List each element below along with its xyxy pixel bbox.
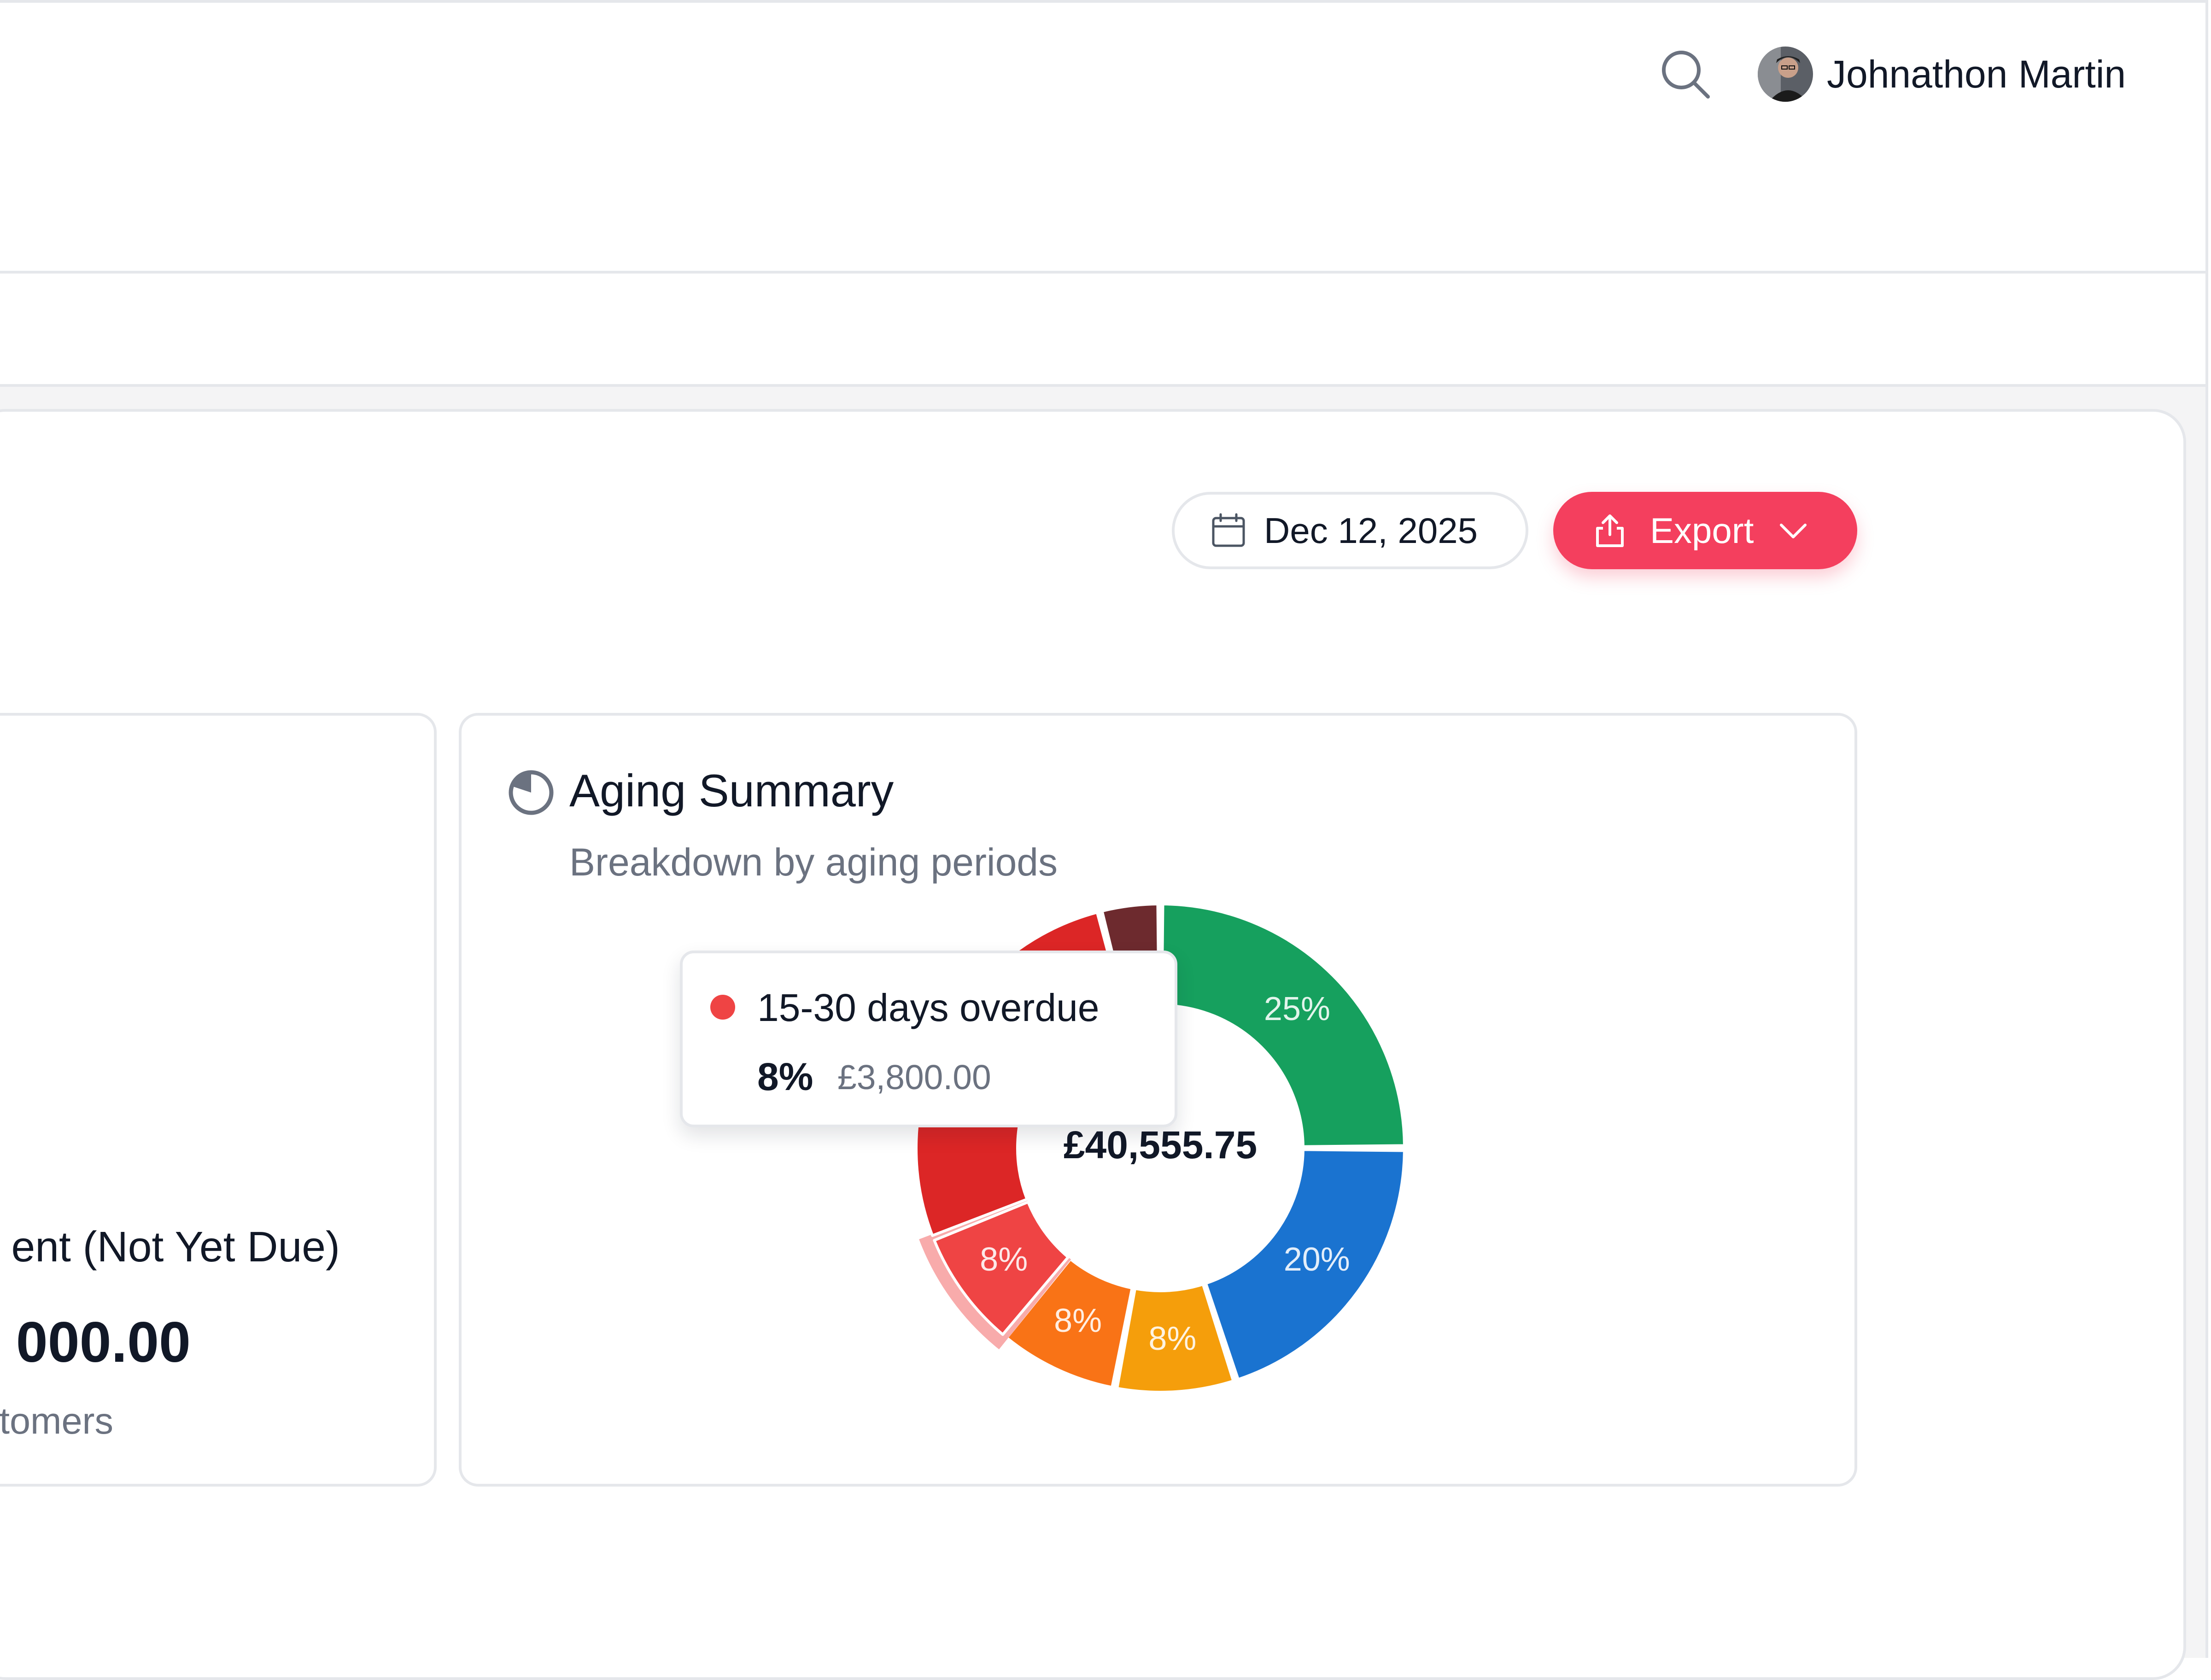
donut-slice-label-2: 8% (1148, 1320, 1196, 1357)
donut-slice-3[interactable] (1005, 1257, 1134, 1389)
tooltip-percent: 8% (757, 1055, 813, 1098)
tooltip-color-dot (710, 995, 735, 1020)
donut-slice-label-1: 20% (1284, 1241, 1350, 1278)
donut-slice-label-3: 8% (1054, 1302, 1102, 1339)
aging-summary-subtitle: Breakdown by aging periods (569, 840, 1058, 884)
donut-total-label: £40,555.75 (1064, 1123, 1257, 1167)
tooltip-label: 15-30 days overdue (757, 986, 1100, 1029)
donut-slice-2[interactable] (1116, 1283, 1235, 1394)
pie-chart-icon (509, 770, 554, 815)
export-button[interactable]: Export (1553, 492, 1857, 569)
aging-summary-title: Aging Summary (569, 765, 894, 816)
calendar-icon (1212, 513, 1245, 547)
search-icon (1662, 51, 1710, 99)
user-name[interactable]: Johnathon Martin (1827, 52, 2126, 96)
current-card-subtext: stomers (0, 1400, 113, 1442)
top-header: Johnathon Martin (0, 0, 2208, 274)
date-label: Dec 12, 2025 (1264, 510, 1478, 551)
current-card-value: 000.00 (16, 1311, 191, 1374)
donut-slice-label-0: 25% (1264, 991, 1330, 1027)
chart-tooltip: 15-30 days overdue 8% £3,800.00 (680, 951, 1177, 1127)
sub-header-bar (0, 274, 2208, 387)
donut-slice-label-4: 8% (980, 1241, 1028, 1278)
date-picker-button[interactable]: Dec 12, 2025 (1172, 492, 1528, 569)
current-not-yet-due-card: ent (Not Yet Due) 000.00 stomers (0, 713, 437, 1487)
current-card-label: ent (Not Yet Due) (11, 1223, 340, 1271)
export-label: Export (1650, 510, 1754, 551)
donut-slice-4[interactable] (933, 1201, 1070, 1336)
search-button[interactable] (1658, 47, 1714, 102)
share-icon (1596, 514, 1624, 547)
donut-slice-1[interactable] (1204, 1148, 1406, 1381)
donut-slice-0[interactable] (1160, 903, 1406, 1148)
tooltip-amount: £3,800.00 (837, 1058, 991, 1097)
avatar[interactable] (1758, 47, 1813, 102)
chevron-down-icon (1780, 524, 1807, 538)
user-menu[interactable]: Johnathon Martin (1758, 44, 2126, 104)
